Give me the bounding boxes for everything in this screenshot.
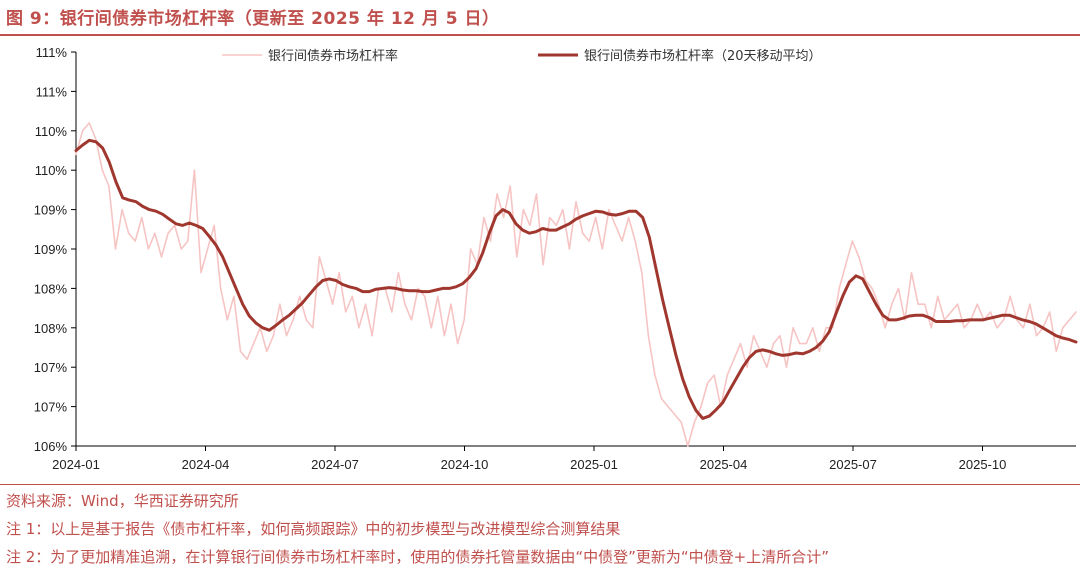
chart-title: 图 9：银行间债券市场杠杆率（更新至 2025 年 12 月 5 日） (6, 9, 500, 29)
source-note: 资料来源：Wind，华西证券研究所 (6, 492, 239, 510)
y-tick-label: 109% (34, 203, 68, 218)
footnote-2: 注 2：为了更加精准追溯，在计算银行间债券市场杠杆率时，使用的债券托管量数据由“… (6, 548, 829, 566)
x-tick-label: 2025-07 (829, 457, 877, 472)
series-ma20-line (74, 138, 1078, 420)
series-daily-line (75, 122, 1077, 447)
x-tick-label: 2025-04 (700, 457, 748, 472)
y-tick-label: 110% (35, 124, 68, 139)
y-tick-label: 108% (34, 281, 68, 296)
x-tick-label: 2024-01 (52, 457, 100, 472)
x-tick-label: 2025-10 (959, 457, 1007, 472)
x-tick-label: 2024-07 (311, 457, 359, 472)
footer-rule (0, 484, 1080, 485)
y-tick-label: 111% (36, 45, 68, 60)
legend-label: 银行间债券市场杠杆率 (268, 48, 398, 64)
chart-axes: 111% 111% 110% 110% 109% 109% 108% 108% 107% 107%… (34, 45, 1076, 472)
y-tick-label: 107% (34, 400, 68, 415)
y-tick-label: 110% (35, 163, 68, 178)
y-tick-label: 111% (36, 84, 68, 99)
footnote-1: 注 1：以上是基于报告《债市杠杆率，如何高频跟踪》中的初步模型与改进模型综合测算… (6, 520, 621, 538)
chart-legend: 银行间债券市场杠杆率 银行间债券市场杠杆率（20天移动平均） (222, 48, 822, 64)
title-rule (0, 34, 1080, 36)
x-tick-label: 2024-10 (441, 457, 489, 472)
y-tick-label: 106% (34, 439, 68, 454)
x-tick-label: 2025-01 (570, 457, 618, 472)
y-tick-label: 108% (34, 321, 68, 336)
chart: 111% 111% 110% 110% 109% 109% 108% 108% 107% 107%… (34, 45, 1078, 472)
x-tick-label: 2024-04 (182, 457, 230, 472)
legend-label: 银行间债券市场杠杆率（20天移动平均） (584, 48, 822, 64)
y-tick-label: 109% (34, 242, 68, 257)
series-layer (74, 122, 1078, 447)
y-tick-label: 107% (34, 360, 68, 375)
